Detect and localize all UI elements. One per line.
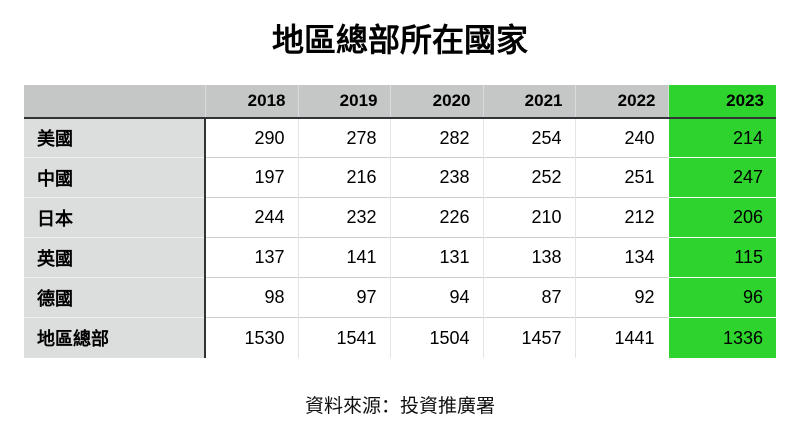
row-label: 中國 <box>24 157 206 198</box>
source-note: 資料來源：投資推廣署 <box>304 395 495 417</box>
data-cell: 232 <box>297 197 390 238</box>
data-cell: 214 <box>667 117 776 158</box>
data-cell: 134 <box>574 237 668 278</box>
data-cell: 247 <box>667 157 776 198</box>
data-cell: 138 <box>482 237 575 278</box>
data-cell: 206 <box>667 197 776 238</box>
headquarters-table: 2018 2019 2020 2021 2022 2023 美國 290 278 282 254 2… <box>24 84 776 358</box>
data-cell: 290 <box>204 117 298 158</box>
data-cell: 137 <box>204 237 298 278</box>
data-cell: 278 <box>297 117 390 158</box>
table-header: 2018 2019 2020 2021 2022 2023 <box>24 84 776 119</box>
column-header-2021: 2021 <box>482 84 575 119</box>
row-label: 日本 <box>24 197 206 238</box>
header-row: 2018 2019 2020 2021 2022 2023 <box>24 84 776 119</box>
data-cell: 87 <box>482 277 575 318</box>
table-row: 地區總部 1530 1541 1504 1457 1441 1336 <box>24 317 776 358</box>
data-cell: 1457 <box>482 317 575 358</box>
data-cell: 197 <box>204 157 298 198</box>
row-label: 英國 <box>24 237 206 278</box>
table-body: 美國 290 278 282 254 240 214 中國 197 216 238 252 251 247… <box>24 117 776 358</box>
corner-header <box>24 84 205 119</box>
data-cell: 210 <box>482 197 575 238</box>
data-cell: 1336 <box>667 317 776 358</box>
column-header-2020: 2020 <box>389 84 483 119</box>
column-header-2018: 2018 <box>204 84 298 119</box>
data-cell: 1441 <box>574 317 668 358</box>
column-header-2023: 2023 <box>667 84 776 119</box>
data-cell: 97 <box>297 277 390 318</box>
data-cell: 92 <box>574 277 668 318</box>
data-cell: 1530 <box>204 317 298 358</box>
data-cell: 131 <box>389 237 483 278</box>
table-row: 德國 98 97 94 87 92 96 <box>24 277 776 318</box>
data-cell: 1504 <box>389 317 483 358</box>
column-header-2019: 2019 <box>297 84 390 119</box>
data-cell: 94 <box>389 277 483 318</box>
table-row: 英國 137 141 131 138 134 115 <box>24 237 776 278</box>
data-cell: 251 <box>574 157 668 198</box>
page-title: 地區總部所在國家 <box>271 22 528 58</box>
column-header-2022: 2022 <box>574 84 668 119</box>
data-cell: 240 <box>574 117 668 158</box>
data-cell: 212 <box>574 197 668 238</box>
row-label: 德國 <box>24 277 206 318</box>
data-cell: 115 <box>667 237 776 278</box>
data-cell: 1541 <box>297 317 390 358</box>
data-cell: 282 <box>389 117 483 158</box>
data-cell: 96 <box>667 277 776 318</box>
row-label: 地區總部 <box>24 317 206 358</box>
data-cell: 254 <box>482 117 575 158</box>
data-cell: 244 <box>204 197 298 238</box>
table-row: 日本 244 232 226 210 212 206 <box>24 197 776 238</box>
data-cell: 252 <box>482 157 575 198</box>
table-row: 美國 290 278 282 254 240 214 <box>24 117 776 158</box>
table-row: 中國 197 216 238 252 251 247 <box>24 157 776 198</box>
data-cell: 98 <box>204 277 298 318</box>
data-cell: 216 <box>297 157 390 198</box>
data-cell: 141 <box>297 237 390 278</box>
row-label: 美國 <box>24 117 206 158</box>
data-cell: 226 <box>389 197 483 238</box>
data-cell: 238 <box>389 157 483 198</box>
